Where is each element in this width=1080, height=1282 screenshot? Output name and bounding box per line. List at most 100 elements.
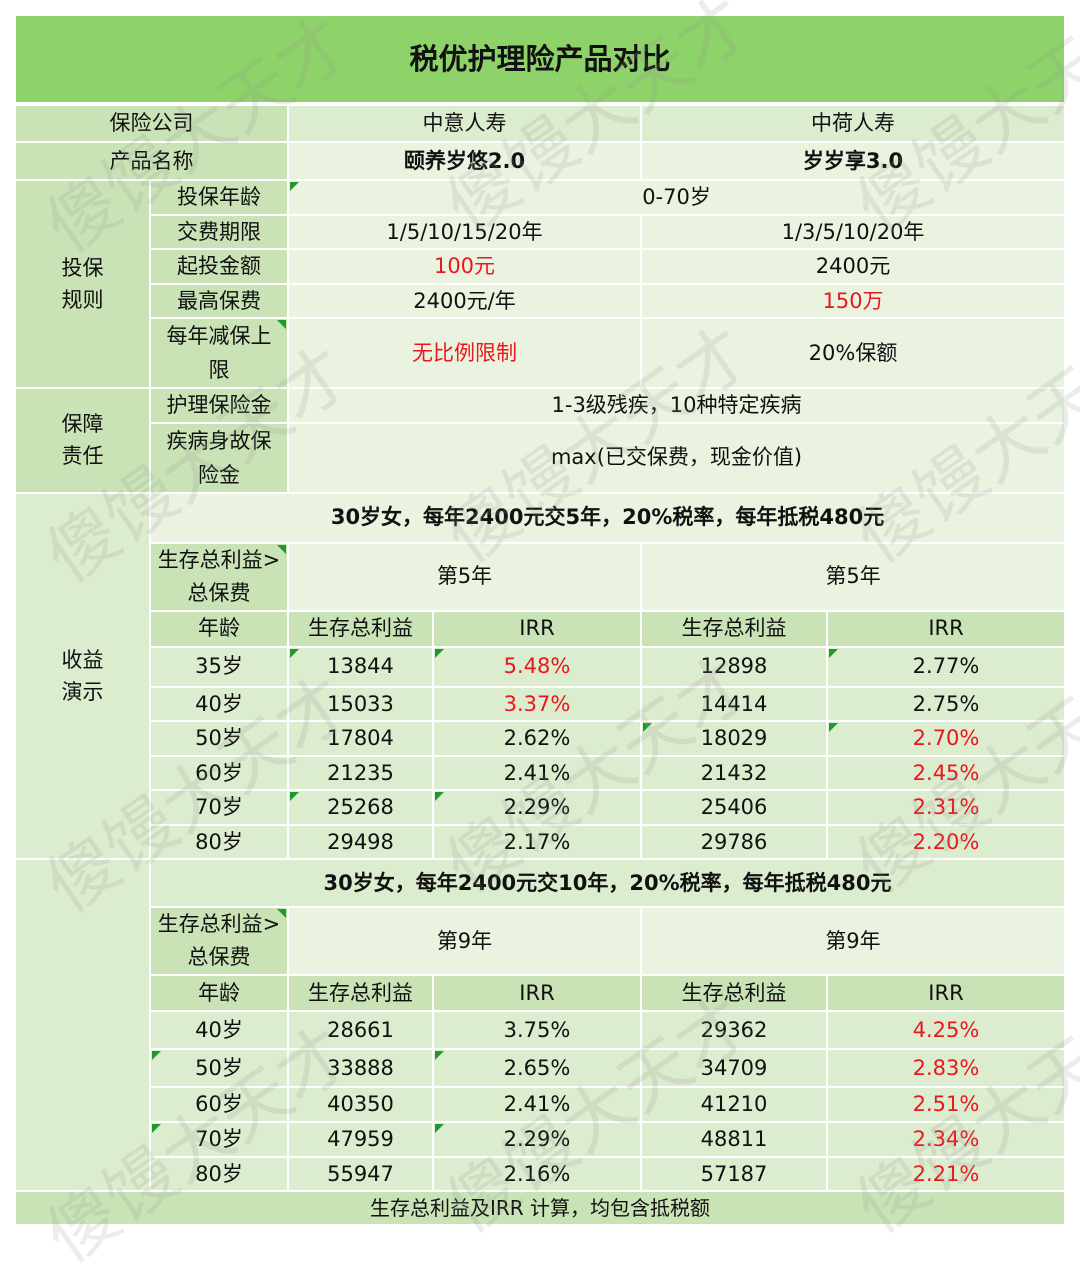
- s2-irr-a: 3.75%: [432, 1010, 642, 1051]
- reduce-b: 20%保额: [639, 317, 1067, 390]
- term-label: 交费期限: [149, 213, 289, 251]
- s2-benefit-a: 55947: [287, 1155, 434, 1193]
- s1-irr-a: 2.62%: [432, 720, 642, 757]
- s2-benefit-b: 48811: [640, 1121, 828, 1158]
- s2-irr-b-text: 2.51%: [912, 1092, 980, 1117]
- table-row: 60岁 40350 2.41% 41210 2.51%: [15, 1086, 1066, 1124]
- s1-irr-a: 5.48%: [432, 645, 642, 688]
- s1-irr-b: 2.75%: [825, 685, 1067, 723]
- s1-benefit-b-text: 14414: [700, 691, 768, 716]
- comment-marker-icon: [277, 544, 286, 554]
- irr-col-b-2-text: IRR: [928, 981, 964, 1006]
- s2-irr-a-text: 2.65%: [503, 1056, 571, 1081]
- coverage-section-text: 保障 责任: [61, 411, 104, 469]
- footnote-text: 生存总利益及IRR 计算，均包含抵税额: [369, 1195, 711, 1220]
- breakeven-a-2-text: 第9年: [436, 929, 493, 954]
- table-row: 40岁 15033 3.37% 14414 2.75%: [15, 685, 1067, 723]
- s2-benefit-a-text: 28661: [327, 1018, 394, 1043]
- min-label: 起投金额: [149, 248, 289, 285]
- comment-marker-icon: [435, 1124, 444, 1134]
- s2-benefit-b-text: 41210: [700, 1092, 768, 1117]
- returns-section-continued: [14, 858, 151, 1193]
- table-row: 35岁 13844 5.48% 12898 2.77%: [15, 645, 1067, 688]
- breakeven-b-1: 第5年: [639, 541, 1067, 612]
- s1-benefit-a: 13844: [287, 645, 434, 688]
- s1-irr-a-text: 2.29%: [503, 795, 571, 820]
- s2-benefit-b: 34709: [640, 1048, 828, 1089]
- comparison-table: 税优护理险产品对比 保险公司 中意人寿 中荷人寿 产品名称 颐养岁悠2.0 岁岁…: [13, 14, 1067, 861]
- table-row: 40岁 28661 3.75% 29362 4.25%: [15, 1010, 1066, 1051]
- age-value: 0-70岁: [286, 179, 1067, 216]
- s2-benefit-a: 28661: [287, 1010, 434, 1051]
- s2-benefit-a: 40350: [287, 1086, 434, 1124]
- s1-age: 50岁: [149, 720, 289, 757]
- s1-irr-b-text: 2.45%: [912, 760, 980, 785]
- s2-age: 70岁: [149, 1121, 289, 1158]
- s1-benefit-b-text: 18029: [700, 726, 768, 751]
- table-row: 年龄 生存总利益 IRR 生存总利益 IRR: [15, 974, 1066, 1013]
- s2-irr-b: 4.25%: [826, 1010, 1066, 1051]
- s1-irr-b: 2.45%: [825, 754, 1067, 792]
- age-label: 投保年龄: [149, 179, 289, 216]
- table-row: 生存总利益及IRR 计算，均包含抵税额: [14, 1190, 1066, 1227]
- s2-irr-b-text: 4.25%: [912, 1018, 980, 1043]
- care-label: 护理保险金: [149, 387, 289, 424]
- s2-irr-b-text: 2.21%: [912, 1161, 980, 1186]
- table-row: 80岁 55947 2.16% 57187 2.21%: [15, 1155, 1066, 1193]
- breakeven-label-2: 生存总利益>总保费: [149, 906, 289, 977]
- table-row: 60岁 21235 2.41% 21432 2.45%: [15, 754, 1067, 792]
- s1-irr-a-text: 5.48%: [503, 654, 571, 679]
- s2-irr-a-text: 2.41%: [503, 1092, 571, 1117]
- s1-irr-b-text: 2.77%: [912, 654, 980, 679]
- s1-benefit-b-text: 12898: [700, 654, 768, 679]
- benefit-col-a-1: 生存总利益: [287, 609, 434, 648]
- s1-irr-a-text: 2.41%: [503, 760, 571, 785]
- s2-irr-a: 2.41%: [432, 1086, 642, 1124]
- breakeven-label-2-text: 生存总利益>总保费: [157, 912, 281, 970]
- comment-marker-icon: [277, 320, 286, 330]
- s1-irr-a: 2.29%: [432, 789, 642, 826]
- death-value: max(已交保费，现金价值): [286, 421, 1067, 494]
- s1-irr-b: 2.31%: [825, 789, 1067, 826]
- s1-age-text: 60岁: [195, 760, 243, 785]
- comment-marker-icon: [643, 723, 652, 733]
- irr-col-a-1: IRR: [432, 609, 642, 648]
- s2-benefit-b-text: 48811: [700, 1127, 768, 1152]
- min-a: 100元: [287, 248, 642, 285]
- s1-benefit-a-text: 21235: [327, 760, 394, 785]
- s2-irr-b: 2.34%: [826, 1121, 1066, 1158]
- irr-col-b-2: IRR: [826, 974, 1066, 1013]
- comment-marker-icon: [152, 1124, 161, 1134]
- breakeven-label-1-text: 生存总利益>总保费: [157, 547, 281, 605]
- reduce-label: 每年减保上限: [149, 317, 289, 390]
- s2-benefit-a-text: 33888: [327, 1056, 394, 1081]
- s2-irr-a-text: 3.75%: [503, 1018, 571, 1043]
- s1-benefit-a-text: 29498: [327, 829, 394, 854]
- s2-benefit-a: 33888: [287, 1048, 434, 1089]
- s2-benefit-b: 57187: [640, 1155, 828, 1193]
- s1-irr-b-text: 2.20%: [912, 829, 980, 854]
- irr-col-a-2: IRR: [432, 974, 642, 1013]
- s1-irr-a: 2.41%: [432, 754, 642, 792]
- comment-marker-icon: [277, 909, 286, 919]
- s2-benefit-a-text: 40350: [327, 1092, 394, 1117]
- s1-benefit-a-text: 25268: [327, 795, 394, 820]
- s1-benefit-b: 14414: [640, 685, 828, 723]
- s2-age-text: 70岁: [195, 1127, 243, 1152]
- company-b: 中荷人寿: [639, 103, 1067, 143]
- max-a: 2400元/年: [287, 282, 642, 320]
- s1-irr-b-text: 2.75%: [912, 691, 980, 716]
- table-row: 30岁女，每年2400元交10年，20%税率，每年抵税480元: [14, 858, 1066, 1193]
- product-b: 岁岁享3.0: [639, 141, 1067, 181]
- irr-col-b-1: IRR: [825, 609, 1067, 648]
- s1-age-text: 50岁: [195, 726, 243, 751]
- death-label-text: 疾病身故保险金: [166, 428, 272, 487]
- s1-irr-b-text: 2.70%: [912, 726, 980, 751]
- s2-irr-a: 2.16%: [432, 1155, 642, 1193]
- comment-marker-icon: [435, 792, 444, 802]
- s1-benefit-a-text: 13844: [327, 654, 394, 679]
- s1-benefit-a-text: 17804: [327, 726, 394, 751]
- s1-irr-b-text: 2.31%: [912, 795, 980, 820]
- returns-section-text: 收益 演示: [61, 647, 104, 705]
- term-b: 1/3/5/10/20年: [639, 213, 1067, 251]
